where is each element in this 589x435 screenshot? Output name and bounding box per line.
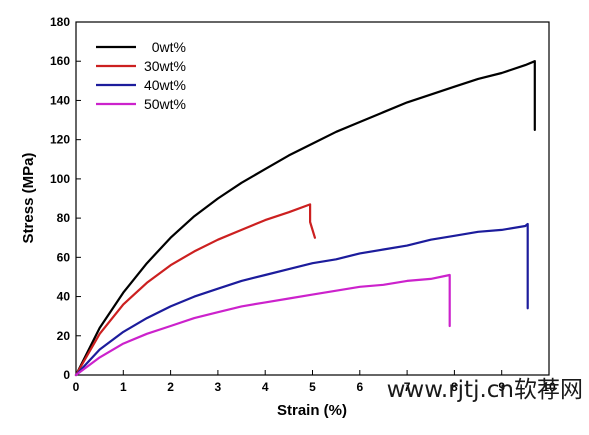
x-axis-ticks: 0 1 2 3 4 5 6 7 8 9 10	[73, 370, 556, 394]
x-tick-label: 8	[451, 380, 458, 394]
x-tick-label: 4	[262, 380, 269, 394]
x-tick-label: 1	[120, 380, 127, 394]
legend-label: 30wt%	[144, 58, 186, 74]
series-layer	[74, 60, 536, 377]
y-tick-label: 100	[50, 172, 70, 186]
x-tick-label: 10	[542, 380, 556, 394]
series-line-30wt	[74, 203, 316, 377]
legend-label: 0wt%	[152, 39, 186, 55]
y-tick-label: 20	[57, 329, 71, 343]
x-tick-label: 9	[498, 380, 505, 394]
legend-label: 50wt%	[144, 96, 186, 112]
x-tick-label: 7	[404, 380, 411, 394]
x-tick-label: 5	[309, 380, 316, 394]
y-tick-label: 60	[57, 250, 71, 264]
x-tick-label: 0	[73, 380, 80, 394]
legend: 0wt% 30wt% 40wt% 50wt%	[96, 39, 186, 112]
y-tick-label: 140	[50, 93, 70, 107]
x-tick-label: 3	[215, 380, 222, 394]
plot-frame	[75, 21, 550, 376]
y-tick-label: 40	[57, 290, 71, 304]
legend-label: 40wt%	[144, 77, 186, 93]
y-tick-label: 80	[57, 211, 71, 225]
y-tick-label: 0	[63, 368, 70, 382]
y-axis-label: Stress (MPa)	[20, 153, 37, 244]
series-line-40wt	[74, 222, 529, 377]
x-tick-label: 2	[167, 380, 174, 394]
y-tick-label: 180	[50, 15, 70, 29]
watermark-text: www.rjtj.cn软荐网	[387, 377, 583, 403]
y-tick-label: 120	[50, 133, 70, 147]
series-line-0wt	[74, 60, 536, 377]
series-line-50wt	[74, 273, 451, 377]
x-axis-label: Strain (%)	[277, 402, 347, 419]
y-axis-ticks: 0 20 40 60 80 100 120 140 160 180	[50, 15, 81, 382]
x-tick-label: 6	[356, 380, 363, 394]
y-tick-label: 160	[50, 54, 70, 68]
